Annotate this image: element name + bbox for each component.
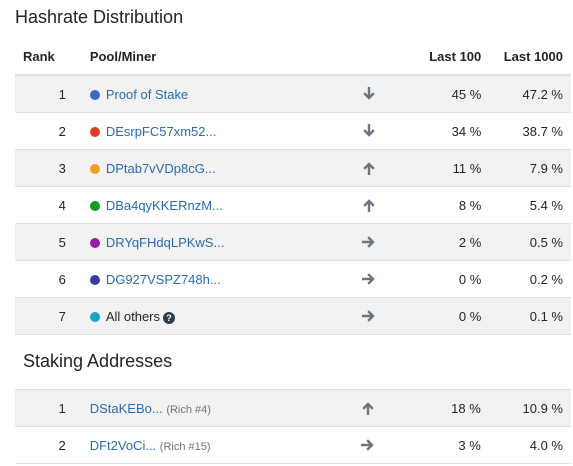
table-row: 2 DFt2VoCi... (Rich #15) 3 % 4.0 % (15, 426, 571, 464)
rank-cell: 5 (15, 223, 82, 261)
last100-header[interactable]: Last 100 (385, 38, 490, 76)
pool-link[interactable]: DG927VSPZ748h... (105, 271, 221, 287)
last1000-cell: 0.2 % (489, 260, 571, 298)
hashrate-title: Hashrate Distribution (15, 7, 184, 27)
pool-header[interactable]: Pool/Miner (81, 38, 352, 76)
trend-cell (351, 112, 386, 150)
pool-color-dot (89, 163, 100, 174)
last100-cell: 11 % (385, 149, 490, 187)
table-row: 1 DStaKEBo... (Rich #4) 18 % 10.9 % (15, 389, 571, 427)
last1000-cell: 38.7 % (489, 112, 571, 150)
trend-cell (350, 389, 385, 427)
last100-cell: 3 % (384, 426, 489, 464)
rank-cell: 2 (15, 112, 82, 150)
rank-cell: 1 (15, 75, 82, 113)
last1000-cell: 0.5 % (489, 223, 571, 261)
right-icon (361, 310, 375, 322)
up-icon (362, 199, 375, 212)
right-icon (360, 439, 374, 451)
rank-cell: 6 (15, 260, 82, 298)
table-row: 3 DPtab7vVDp8cG... 11 % 7.9 % (15, 149, 571, 187)
trend-cell (351, 186, 386, 224)
pool-link[interactable]: DBa4qyKKERnzM... (105, 197, 223, 213)
rank-cell: 1 (15, 389, 82, 427)
right-icon (361, 236, 375, 248)
trend-cell (350, 426, 385, 464)
pool-link[interactable]: DPtab7vVDp8cG... (105, 160, 216, 176)
rich-note: (Rich #4) (166, 403, 211, 416)
hashrate-table: Rank Pool/Miner Last 100 Last 1000 1 Pro… (15, 38, 571, 335)
trend-cell (351, 223, 386, 261)
last1000-cell: 4.0 % (488, 426, 571, 464)
trend-cell (351, 75, 386, 113)
pool-color-dot (89, 126, 100, 137)
table-row: 1 Proof of Stake 45 % 47.2 % (15, 75, 571, 113)
table-row: 7 All others? 0 % 0.1 % (15, 297, 571, 335)
pool-color-dot (89, 237, 100, 248)
last100-cell: 8 % (385, 186, 490, 224)
rank-cell: 7 (15, 297, 82, 335)
trend-cell (351, 297, 386, 335)
up-icon (362, 162, 375, 175)
table-row: 5 DRYqFHdqLPKwS... 2 % 0.5 % (15, 223, 571, 261)
trend-cell (351, 260, 386, 298)
rank-cell: 2 (15, 426, 82, 464)
last1000-cell: 7.9 % (489, 149, 571, 187)
table-header-row: Rank Pool/Miner Last 100 Last 1000 (15, 38, 571, 76)
trend-cell (351, 149, 386, 187)
pool-color-dot (89, 89, 100, 100)
table-row: 6 DG927VSPZ748h... 0 % 0.2 % (15, 260, 571, 298)
pool-label: All others (105, 308, 161, 324)
last1000-cell: 10.9 % (488, 389, 571, 427)
up-icon (362, 402, 374, 415)
last1000-cell: 47.2 % (489, 75, 571, 113)
last100-cell: 2 % (385, 223, 490, 261)
table-row: 2 DEsrpFC57xm52... 34 % 38.7 % (15, 112, 571, 150)
last100-cell: 34 % (385, 112, 490, 150)
staking-title: Staking Addresses (23, 351, 173, 371)
help-icon[interactable]: ? (163, 311, 176, 324)
pool-link[interactable]: DRYqFHdqLPKwS... (105, 234, 225, 250)
staking-table: 1 DStaKEBo... (Rich #4) 18 % 10.9 % 2 DF… (15, 389, 571, 464)
trend-header (351, 38, 386, 76)
down-icon (362, 124, 375, 137)
rank-cell: 4 (15, 186, 82, 224)
last100-cell: 18 % (384, 389, 489, 427)
pool-color-dot (89, 274, 100, 285)
rich-note: (Rich #15) (159, 440, 211, 453)
last1000-header[interactable]: Last 1000 (489, 38, 571, 76)
last100-cell: 0 % (385, 260, 490, 298)
address-link[interactable]: DFt2VoCi... (89, 437, 157, 453)
last1000-cell: 5.4 % (489, 186, 571, 224)
table-row: 4 DBa4qyKKERnzM... 8 % 5.4 % (15, 186, 571, 224)
right-icon (361, 273, 375, 285)
address-link[interactable]: DStaKEBo... (89, 400, 163, 416)
pool-link[interactable]: Proof of Stake (105, 86, 189, 102)
rank-header[interactable]: Rank (15, 38, 82, 76)
down-icon (362, 87, 375, 100)
rank-cell: 3 (15, 149, 82, 187)
last1000-cell: 0.1 % (489, 297, 571, 335)
last100-cell: 0 % (385, 297, 490, 335)
pool-link[interactable]: DEsrpFC57xm52... (105, 123, 217, 139)
pool-color-dot (89, 200, 100, 211)
last100-cell: 45 % (385, 75, 490, 113)
pool-color-dot (89, 311, 100, 322)
